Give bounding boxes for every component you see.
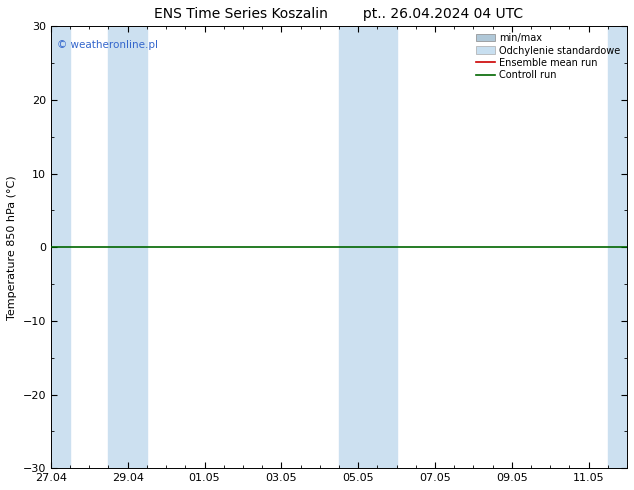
Bar [608, 26, 627, 468]
Bar [377, 26, 397, 468]
Y-axis label: Temperature 850 hPa (°C): Temperature 850 hPa (°C) [7, 175, 17, 319]
Bar [51, 26, 70, 468]
Legend: min/max, Odchylenie standardowe, Ensemble mean run, Controll run: min/max, Odchylenie standardowe, Ensembl… [474, 31, 622, 82]
Title: ENS Time Series Koszalin        pt.. 26.04.2024 04 UTC: ENS Time Series Koszalin pt.. 26.04.2024… [155, 7, 524, 21]
Bar [339, 26, 377, 468]
Text: © weatheronline.pl: © weatheronline.pl [56, 40, 158, 49]
Bar [108, 26, 147, 468]
